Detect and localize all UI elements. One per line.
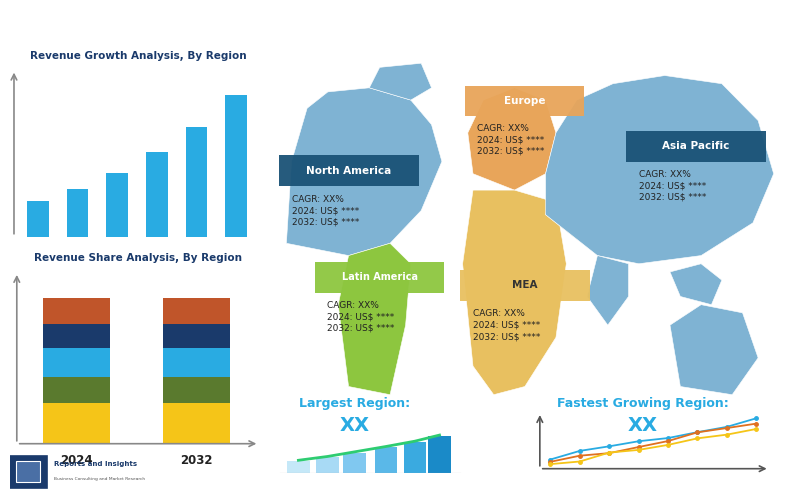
Title: Revenue Share Analysis, By Region: Revenue Share Analysis, By Region [34, 253, 242, 263]
Bar [163, 298, 230, 324]
Text: 2024: 2024 [61, 454, 93, 467]
Text: CAGR: XX%: CAGR: XX% [292, 195, 344, 204]
Bar [43, 324, 110, 348]
Bar [163, 324, 230, 348]
Bar [106, 173, 128, 237]
Text: 2032: US$ ****: 2032: US$ **** [639, 193, 706, 202]
Bar [374, 447, 397, 472]
Text: 2024: US$ ****: 2024: US$ **** [639, 181, 706, 190]
Text: CAGR: XX%: CAGR: XX% [473, 309, 525, 318]
Polygon shape [338, 243, 410, 395]
Text: Europe: Europe [504, 96, 546, 106]
Bar [287, 461, 310, 472]
Bar [163, 377, 230, 403]
Text: XX: XX [628, 416, 658, 435]
Polygon shape [462, 190, 566, 395]
Text: XX: XX [339, 416, 370, 435]
Polygon shape [370, 63, 431, 100]
Text: CAGR: XX%: CAGR: XX% [327, 301, 379, 310]
Polygon shape [670, 305, 758, 395]
Text: GLOBAL THUNDERBOLT CABLE MARKET REGIONAL LEVEL ANALYSIS: GLOBAL THUNDERBOLT CABLE MARKET REGIONAL… [10, 22, 454, 35]
FancyBboxPatch shape [466, 86, 585, 116]
Text: 2024: US$ ****: 2024: US$ **** [327, 313, 394, 321]
Text: MEA: MEA [512, 281, 538, 290]
Bar [186, 127, 207, 237]
Bar [43, 377, 110, 403]
Bar [43, 348, 110, 377]
FancyBboxPatch shape [9, 456, 47, 488]
Text: CAGR: XX%: CAGR: XX% [639, 170, 691, 179]
FancyBboxPatch shape [315, 262, 445, 293]
Bar [163, 348, 230, 377]
Text: Reports and Insights: Reports and Insights [54, 461, 138, 467]
FancyBboxPatch shape [626, 131, 766, 162]
Text: 2032: US$ ****: 2032: US$ **** [473, 332, 540, 341]
Text: Latin America: Latin America [342, 272, 418, 282]
Text: Asia Pacific: Asia Pacific [662, 141, 730, 151]
Polygon shape [546, 75, 774, 264]
Text: Business Consulting and Market Research: Business Consulting and Market Research [54, 477, 146, 481]
Text: CAGR: XX%: CAGR: XX% [477, 124, 529, 133]
Bar [404, 442, 426, 472]
Bar [428, 436, 450, 472]
Text: 2024: US$ ****: 2024: US$ **** [477, 135, 544, 144]
Title: Revenue Growth Analysis, By Region: Revenue Growth Analysis, By Region [30, 51, 246, 61]
Text: Fastest Growing Region:: Fastest Growing Region: [557, 397, 729, 410]
Text: 2024: US$ ****: 2024: US$ **** [473, 320, 540, 330]
FancyBboxPatch shape [460, 270, 590, 301]
Text: 2032: US$ ****: 2032: US$ **** [327, 324, 395, 333]
Polygon shape [587, 255, 629, 325]
Bar [146, 152, 168, 237]
Text: Largest Region:: Largest Region: [299, 397, 410, 410]
Bar [226, 95, 247, 237]
Polygon shape [546, 174, 598, 239]
Bar [43, 298, 110, 324]
Polygon shape [670, 264, 722, 305]
Text: 2032: US$ ****: 2032: US$ **** [477, 147, 544, 156]
Text: 2024: US$ ****: 2024: US$ **** [292, 206, 359, 215]
Bar [316, 457, 338, 472]
Bar [343, 453, 366, 472]
Text: 2032: 2032 [181, 454, 213, 467]
FancyBboxPatch shape [278, 155, 418, 186]
Bar [163, 403, 230, 444]
Text: North America: North America [306, 166, 391, 176]
Bar [27, 201, 49, 237]
Bar [43, 403, 110, 444]
Polygon shape [468, 88, 556, 190]
Bar [66, 189, 88, 237]
Text: 2032: US$ ****: 2032: US$ **** [292, 217, 359, 226]
Polygon shape [286, 88, 442, 255]
FancyBboxPatch shape [16, 460, 40, 482]
